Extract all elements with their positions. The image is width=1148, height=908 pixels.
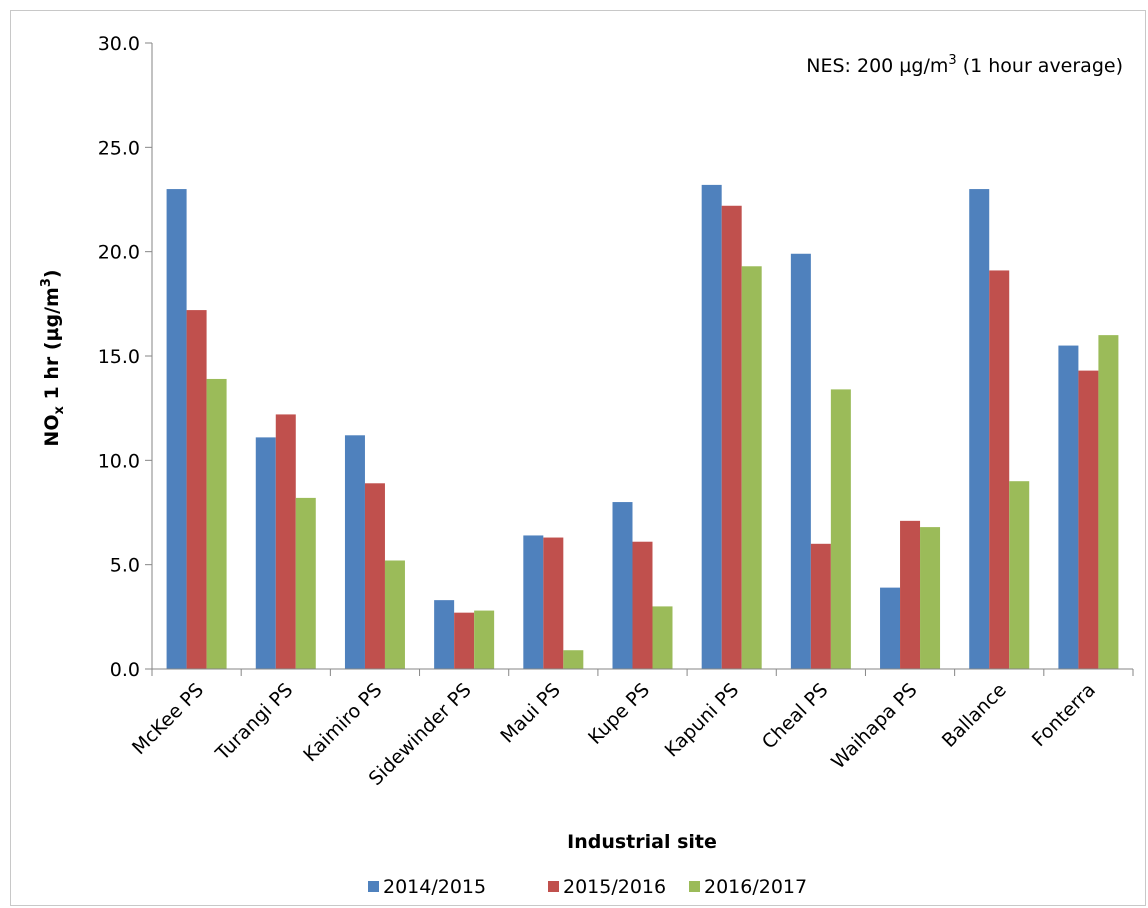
x-category-label: Turangi PS xyxy=(211,679,297,765)
bar-2014-2015-kapuni-ps xyxy=(701,184,722,670)
bar-2015-2016-sidewinder-ps xyxy=(454,612,475,669)
bar-2016-2017-cheal-ps xyxy=(830,389,851,669)
y-tick-label: 5.0 xyxy=(110,555,140,577)
bar-2014-2015-turangi-ps xyxy=(255,437,276,669)
x-category-label: Waihapa PS xyxy=(827,679,921,773)
y-axis-ticks: 0.0 5.0 10.0 15.0 20.0 25.0 30.0 xyxy=(98,33,152,681)
bar-2015-2016-waihapa-ps xyxy=(900,520,921,669)
bar-2015-2016-fonterra xyxy=(1078,370,1099,669)
bar-2016-2017-kapuni-ps xyxy=(741,266,762,669)
bar-2015-2016-mckee-ps xyxy=(186,310,207,669)
bar-2016-2017-maui-ps xyxy=(563,650,584,669)
bar-2015-2016-kapuni-ps xyxy=(721,205,742,669)
bar-2014-2015-waihapa-ps xyxy=(880,587,901,669)
x-category-label: Cheal PS xyxy=(758,679,833,754)
x-axis-title: Industrial site xyxy=(567,831,717,853)
bar-2016-2017-kaimiro-ps xyxy=(384,560,405,669)
x-category-label: Kapuni PS xyxy=(661,679,744,762)
y-tick-label: 10.0 xyxy=(98,450,140,472)
x-category-label: Kaimiro PS xyxy=(299,679,386,766)
y-axis-title: NOx 1 hr (µg/m3) xyxy=(39,269,67,446)
bar-2015-2016-maui-ps xyxy=(543,537,564,669)
y-tick-label: 15.0 xyxy=(98,346,140,368)
y-tick-label: 30.0 xyxy=(98,33,140,55)
bar-2015-2016-cheal-ps xyxy=(810,543,831,669)
y-tick-label: 0.0 xyxy=(110,659,140,681)
bar-2014-2015-cheal-ps xyxy=(790,253,811,669)
legend-label: 2016/2017 xyxy=(704,876,807,898)
bar-2016-2017-mckee-ps xyxy=(206,378,227,669)
y-tick-label: 20.0 xyxy=(98,242,140,264)
bar-2016-2017-turangi-ps xyxy=(295,497,316,669)
x-category-label: McKee PS xyxy=(128,679,208,759)
legend-swatch xyxy=(548,881,559,892)
bar-2016-2017-waihapa-ps xyxy=(920,527,941,669)
x-category-label: Ballance xyxy=(938,679,1011,752)
bar-2014-2015-kaimiro-ps xyxy=(344,435,365,669)
legend-swatch xyxy=(689,881,700,892)
legend-swatch xyxy=(368,881,379,892)
bar-2014-2015-sidewinder-ps xyxy=(434,600,455,669)
bar-2014-2015-ballance xyxy=(969,189,990,670)
bar-2016-2017-fonterra xyxy=(1098,335,1119,669)
x-axis-ticks xyxy=(151,669,1134,676)
bar-2014-2015-kupe-ps xyxy=(612,502,633,669)
bar-2014-2015-fonterra xyxy=(1058,345,1079,669)
bar-2015-2016-turangi-ps xyxy=(275,414,296,669)
bar-2014-2015-mckee-ps xyxy=(166,189,187,670)
bar-2015-2016-kupe-ps xyxy=(632,541,653,669)
x-category-label: Maui PS xyxy=(496,679,565,748)
legend-label: 2015/2016 xyxy=(563,876,666,898)
x-category-label: Fonterra xyxy=(1028,679,1100,751)
bar-2015-2016-kaimiro-ps xyxy=(364,483,385,669)
legend: 2014/2015 2015/2016 2016/2017 xyxy=(368,876,807,898)
nes-annotation: NES: 200 µg/m3 (1 hour average) xyxy=(806,53,1123,77)
x-category-label: Kupe PS xyxy=(584,679,654,749)
bars xyxy=(166,184,1119,670)
bar-2015-2016-ballance xyxy=(989,270,1010,669)
bar-2016-2017-ballance xyxy=(1009,481,1030,669)
bar-2016-2017-sidewinder-ps xyxy=(474,610,495,669)
chart-frame xyxy=(10,10,1146,906)
y-tick-label: 25.0 xyxy=(98,137,140,159)
bar-2014-2015-maui-ps xyxy=(523,535,544,669)
bar-2016-2017-kupe-ps xyxy=(652,606,673,669)
legend-label: 2014/2015 xyxy=(383,876,486,898)
